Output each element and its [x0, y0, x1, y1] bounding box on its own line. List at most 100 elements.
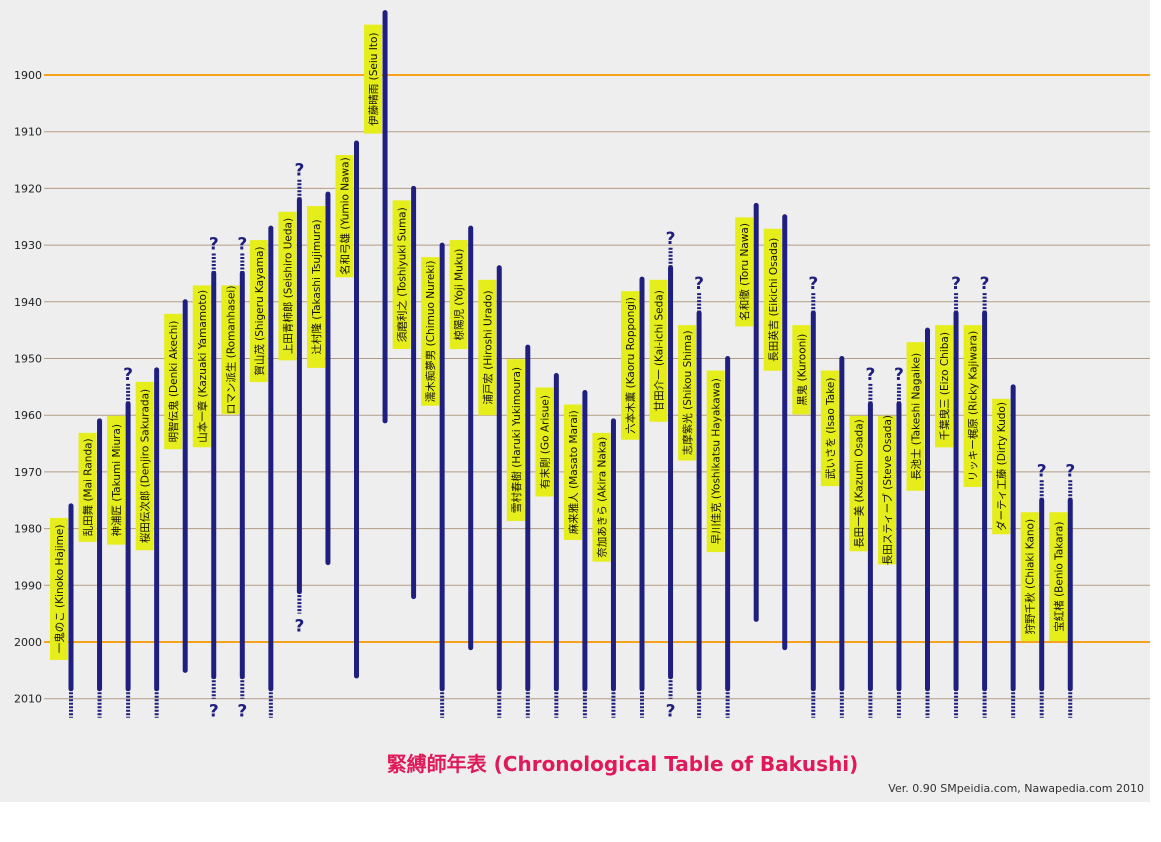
person-bar-group: 長田英吉 (Eikichi Osada)	[763, 214, 788, 651]
name-label: 長田英吉 (Eikichi Osada)	[763, 228, 782, 371]
name-label-text: 浦戸宏 (Hiroshi Urado)	[481, 290, 494, 404]
name-label: 千葉曳三 (Eizo Chiba)	[935, 325, 954, 448]
timeline-chart: 1900 1910 1920 1930 1940 1950 1960 1970 1980 1990…	[14, 10, 1150, 722]
name-label-text: 黒鬼 (Kurooni)	[795, 334, 808, 406]
person-bar-group: 武いさを (Isao Take)	[820, 356, 845, 718]
person-bar-group: 伊藤晴雨 (Seiu Ito)	[364, 10, 388, 424]
name-label-text: 雪村春樹 (Haruki Yukimoura)	[510, 367, 523, 513]
name-label-text: 賀山茂 (Shigeru Kayama)	[253, 247, 266, 376]
name-label-bg	[563, 404, 582, 540]
name-label: 乱田舞 (Mai Randa)	[78, 432, 97, 542]
name-label: 黒鬼 (Kurooni)	[792, 325, 811, 415]
name-label: 雪村春樹 (Haruki Yukimoura)	[506, 359, 525, 521]
person-bar-group: ? 神浦匠 (Takumi Miura)	[107, 365, 133, 718]
name-label-text: 武いさを (Isao Take)	[824, 378, 837, 480]
name-label-bg	[278, 211, 297, 361]
person-bar-group: 濡木痴夢男 (Chimuo Nureki)	[421, 242, 445, 718]
end-question-mark: ?	[209, 702, 219, 722]
name-label-bg	[763, 228, 782, 371]
person-bar-group: ? リッキー梶原 (Ricky Kajiwara)	[963, 274, 990, 718]
name-label: 奈加あきら (Akira Naka)	[592, 432, 611, 562]
name-label-bg	[78, 432, 97, 542]
person-bar-group: 明智伝鬼 (Denki Akechi)	[164, 299, 188, 673]
person-bar-group: ? 黒鬼 (Kurooni)	[792, 274, 818, 718]
person-bar-group: ? 長田スティーブ (Steve Osada)	[877, 365, 904, 718]
name-label-bg	[792, 325, 811, 415]
name-label-text: 須磨利之 (Toshiyuki Suma)	[396, 207, 409, 342]
name-label-text: 長池士 (Takeshi Nagaike)	[910, 353, 923, 480]
name-label-text: 名和徹 (Toru Nawa)	[738, 223, 751, 321]
name-label-text: 有末剛 (Go Arisue)	[538, 395, 551, 489]
name-label-text: 狩野千秋 (Chiaki Kano)	[1024, 519, 1037, 634]
name-label-bg	[678, 325, 697, 461]
start-question-mark: ?	[865, 365, 875, 385]
name-label: 神浦匠 (Takumi Miura)	[107, 415, 126, 545]
person-bar-group: 長池士 (Takeshi Nagaike)	[906, 327, 930, 718]
name-label: 甘田介一 (Kai-ichi Seda)	[649, 279, 668, 422]
credit-text: Ver. 0.90 SMpeidia.com, Nawapedia.com 20…	[888, 782, 1144, 795]
start-question-mark: ?	[694, 274, 704, 294]
name-label-text: 麻来雅人 (Masato Marai)	[567, 410, 580, 534]
name-label-bg	[706, 370, 725, 553]
person-bar-group: 賀山茂 (Shigeru Kayama)	[249, 225, 274, 718]
person-bar-group: ? 宝紅楮 (Benio Takara)	[1049, 461, 1075, 718]
name-label-bg	[963, 325, 982, 487]
person-bar-group: 六本木薫 (Kaoru Roppongi)	[621, 276, 645, 718]
name-label: 賀山茂 (Shigeru Kayama)	[249, 240, 268, 383]
y-tick-label-2000: 2000	[14, 636, 42, 649]
name-label-bg	[621, 291, 639, 440]
name-label: 伊藤晴雨 (Seiu Ito)	[364, 24, 383, 134]
name-label: リッキー梶原 (Ricky Kajiwara)	[963, 325, 982, 487]
person-bar-group: 雪村春樹 (Haruki Yukimoura)	[506, 344, 531, 718]
name-label-bg	[306, 206, 325, 368]
bar-layer: 一鬼のこ (Kinoko Hajime) 乱田舞 (Mai Randa)? 神浦匠 …	[50, 10, 1075, 722]
y-tick-label-1930: 1930	[14, 239, 42, 252]
name-label-text: 宝紅楮 (Benio Takara)	[1052, 522, 1065, 632]
person-bar-group: 麻来雅人 (Masato Marai)	[563, 390, 588, 718]
name-label-text: 神浦匠 (Takumi Miura)	[110, 424, 123, 536]
name-label: 狩野千秋 (Chiaki Kano)	[1020, 512, 1039, 642]
name-label: 長池士 (Takeshi Nagaike)	[906, 342, 925, 491]
name-label: 浦戸宏 (Hiroshi Urado)	[478, 279, 497, 416]
y-tick-label-1970: 1970	[14, 466, 42, 479]
name-label-bg	[364, 24, 383, 134]
name-label-bg	[506, 359, 525, 521]
y-tick-label-1940: 1940	[14, 296, 42, 309]
name-label-text: 志摩紫光 (Shikou Shima)	[681, 330, 694, 455]
name-label-bg	[392, 200, 411, 349]
name-label: 早川佳克 (Yoshikatsu Hayakawa)	[706, 370, 725, 553]
name-label-bg	[735, 217, 754, 327]
name-label-bg	[335, 155, 354, 278]
name-label: 長田一美 (Kazumi Osada)	[849, 415, 868, 552]
name-label: 辻村隆 (Takashi Tsujimura)	[306, 206, 325, 368]
name-label: 長田スティーブ (Steve Osada)	[877, 415, 896, 565]
name-label-text: 乱田舞 (Mai Randa)	[83, 438, 95, 536]
name-label-text: 奈加あきら (Akira Naka)	[595, 437, 608, 558]
name-label-bg	[421, 257, 440, 406]
y-tick-label-1950: 1950	[14, 353, 42, 366]
name-label-text: リッキー梶原 (Ricky Kajiwara)	[967, 331, 980, 482]
y-tick-label-1910: 1910	[14, 126, 42, 139]
name-label: 名和弓雄 (Yumio Nawa)	[335, 155, 354, 278]
person-bar-group: ? 志摩紫光 (Shikou Shima)	[678, 274, 704, 718]
name-label: ロマン派生 (Romanhasei)	[221, 285, 240, 415]
name-label-text: 椋陽児 (Yoji Muku)	[453, 249, 466, 341]
name-label-bg	[449, 240, 468, 350]
chart-title: 緊縛師年表 (Chronological Table of Bakushi)	[386, 752, 859, 776]
person-bar-group: ?? 山本一章 (Kazuaki Yamamoto)	[192, 234, 219, 722]
person-bar-group: ダーティ工藤 (Dirty Kudo)	[992, 384, 1016, 718]
name-label-bg	[50, 517, 68, 660]
end-question-mark: ?	[666, 702, 676, 722]
name-label-text: 明智伝鬼 (Denki Akechi)	[167, 321, 180, 443]
name-label: 志摩紫光 (Shikou Shima)	[678, 325, 697, 461]
y-tick-label-1920: 1920	[14, 182, 42, 195]
name-label-text: 一鬼のこ (Kinoko Hajime)	[53, 525, 66, 654]
start-question-mark: ?	[666, 229, 676, 249]
start-question-mark: ?	[894, 365, 904, 385]
start-question-mark: ?	[808, 274, 818, 294]
person-bar-group: ?? 甘田介一 (Kai-ichi Seda)	[649, 229, 676, 722]
name-label: 六本木薫 (Kaoru Roppongi)	[621, 291, 639, 440]
name-label: 麻来雅人 (Masato Marai)	[563, 404, 582, 540]
name-label-text: 六本木薫 (Kaoru Roppongi)	[624, 297, 637, 434]
